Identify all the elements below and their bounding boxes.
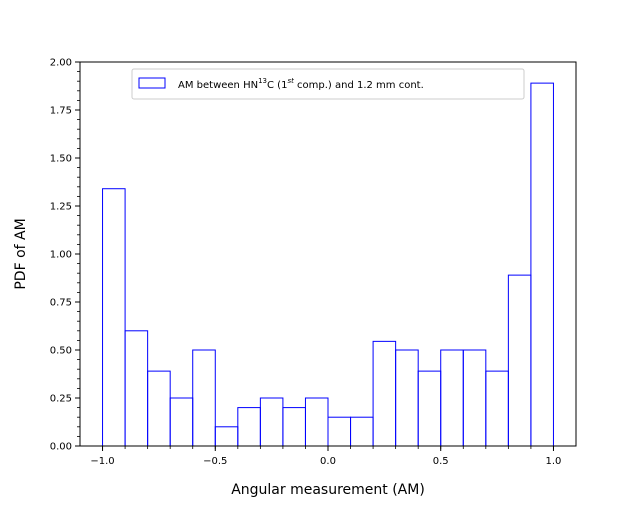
x-tick-label: 0.5 — [433, 456, 449, 467]
x-tick-label: 1.0 — [546, 456, 562, 467]
legend-label: AM between HN13C (1st comp.) and 1.2 mm … — [178, 77, 424, 91]
x-tick-label: −1.0 — [90, 456, 114, 467]
y-tick-label: 0.00 — [50, 442, 72, 453]
y-tick-label: 0.50 — [50, 346, 72, 357]
y-tick-label: 1.75 — [50, 106, 72, 117]
x-axis-title: Angular measurement (AM) — [231, 482, 425, 498]
x-tick-label: −0.5 — [203, 456, 227, 467]
y-tick-label: 0.75 — [50, 298, 72, 309]
legend-label-post: comp.) and 1.2 mm cont. — [294, 80, 424, 91]
x-tick-label: 0.0 — [320, 456, 336, 467]
legend-label-sup-st: st — [287, 77, 294, 85]
legend-label-mid: C (1 — [267, 80, 287, 91]
y-axis-title: PDF of AM — [13, 218, 29, 289]
legend-label-sup-13: 13 — [258, 77, 267, 85]
legend-label-pre: AM between HN — [178, 80, 258, 91]
y-tick-label: 1.25 — [50, 202, 72, 213]
y-tick-label: 1.50 — [50, 154, 72, 165]
legend: AM between HN13C (1st comp.) and 1.2 mm … — [131, 68, 525, 100]
legend-swatch — [138, 77, 166, 89]
y-tick-label: 2.00 — [50, 58, 72, 69]
y-tick-label: 1.00 — [50, 250, 72, 261]
legend-box — [131, 68, 525, 100]
y-tick-label: 0.25 — [50, 394, 72, 405]
axis-ticks: 0.00 0.25 0.50 0.75 1.00 1.25 1.50 1.75 2.00 −1.0… — [50, 58, 562, 468]
